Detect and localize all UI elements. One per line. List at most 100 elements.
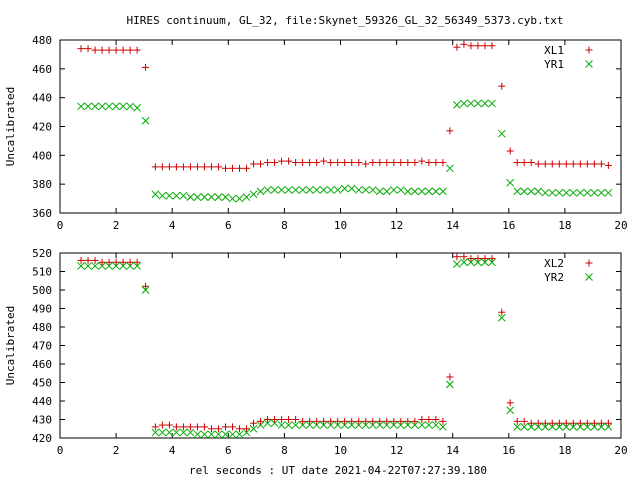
x-tick-label: 16 (502, 444, 515, 457)
data-point (432, 159, 440, 167)
data-point-d2 (126, 262, 134, 270)
x-tick-label: 0 (57, 444, 64, 457)
data-point (235, 430, 244, 439)
data-point (467, 42, 475, 50)
data-point (256, 187, 265, 196)
data-point (425, 421, 433, 429)
data-point-d2 (481, 99, 489, 108)
data-point-d2 (193, 430, 202, 439)
data-point (236, 425, 244, 433)
data-point-d2 (158, 428, 167, 437)
data-point (389, 186, 398, 194)
data-point (583, 419, 591, 427)
data-point (270, 186, 279, 194)
data-point (141, 286, 150, 294)
y-tick-label: 460 (32, 358, 52, 371)
data-point-d2 (354, 421, 363, 429)
data-point (263, 419, 272, 428)
data-point (278, 416, 286, 423)
data-point (228, 194, 237, 203)
data-point-d2 (84, 102, 92, 111)
data-point (369, 417, 377, 425)
x-tick-label: 4 (169, 219, 176, 232)
data-point-d2 (541, 188, 550, 197)
data-point (555, 188, 564, 197)
data-point (425, 416, 433, 423)
data-point (229, 164, 237, 172)
data-point-d2 (77, 102, 85, 111)
data-point-d2 (389, 421, 398, 429)
data-point (249, 424, 258, 433)
series-yr1 (77, 99, 613, 203)
data-point (91, 102, 99, 111)
data-point-d2 (488, 99, 496, 108)
data-point-d2 (179, 428, 188, 437)
data-point (460, 99, 468, 108)
data-point-d2 (141, 116, 150, 125)
data-point (179, 428, 188, 437)
data-point-d2 (200, 193, 209, 201)
data-point (382, 421, 391, 429)
data-point (355, 417, 363, 425)
data-point-d2 (333, 186, 342, 194)
data-point (354, 421, 363, 429)
data-point-d2 (249, 424, 258, 433)
data-point (382, 187, 391, 196)
data-point (133, 258, 141, 266)
data-point (172, 428, 181, 437)
data-point-d2 (305, 421, 314, 429)
series-xl1 (77, 40, 612, 172)
data-point-d2 (277, 186, 286, 194)
series-xl2 (77, 253, 612, 433)
data-point-d2 (432, 421, 440, 429)
data-point (362, 417, 370, 425)
data-point-d2 (520, 187, 529, 196)
data-point (158, 163, 166, 171)
data-point (158, 191, 167, 200)
data-point (105, 102, 113, 111)
data-point (271, 159, 279, 167)
data-point-d2 (298, 421, 307, 429)
data-point-d2 (105, 102, 113, 111)
data-point (562, 423, 571, 431)
data-point (105, 258, 113, 266)
data-point-d2 (604, 188, 613, 197)
data-point-d2 (312, 186, 321, 194)
data-point (165, 191, 174, 200)
data-point (404, 417, 412, 425)
data-point (481, 42, 489, 50)
data-point-d2 (207, 430, 216, 439)
data-point (284, 421, 293, 429)
data-point (432, 421, 440, 429)
legend-marker (585, 259, 593, 267)
data-point (576, 423, 585, 431)
data-point (534, 187, 543, 196)
data-point (112, 262, 120, 270)
data-point (221, 164, 229, 172)
data-point (142, 63, 150, 71)
data-point-d2 (333, 421, 342, 429)
data-point (439, 423, 447, 431)
data-point-d2 (527, 423, 536, 431)
data-point-d2 (604, 423, 613, 431)
data-point (250, 419, 258, 427)
legend-label: YR2 (544, 271, 564, 284)
data-point (306, 417, 314, 425)
data-point-d2 (326, 421, 335, 429)
data-point (214, 193, 223, 201)
x-tick-label: 20 (614, 444, 627, 457)
data-point (383, 417, 391, 425)
data-point-d2 (151, 428, 160, 437)
x-tick-label: 16 (502, 219, 515, 232)
data-point (604, 188, 613, 197)
data-point (548, 423, 557, 431)
data-point (488, 258, 496, 267)
data-point-d2 (446, 380, 454, 389)
data-point (604, 419, 612, 427)
data-point-d2 (497, 129, 506, 138)
data-point-d2 (425, 421, 433, 429)
data-point (576, 160, 584, 168)
data-point (112, 46, 120, 54)
data-point-d2 (410, 187, 419, 196)
data-point (597, 160, 605, 168)
